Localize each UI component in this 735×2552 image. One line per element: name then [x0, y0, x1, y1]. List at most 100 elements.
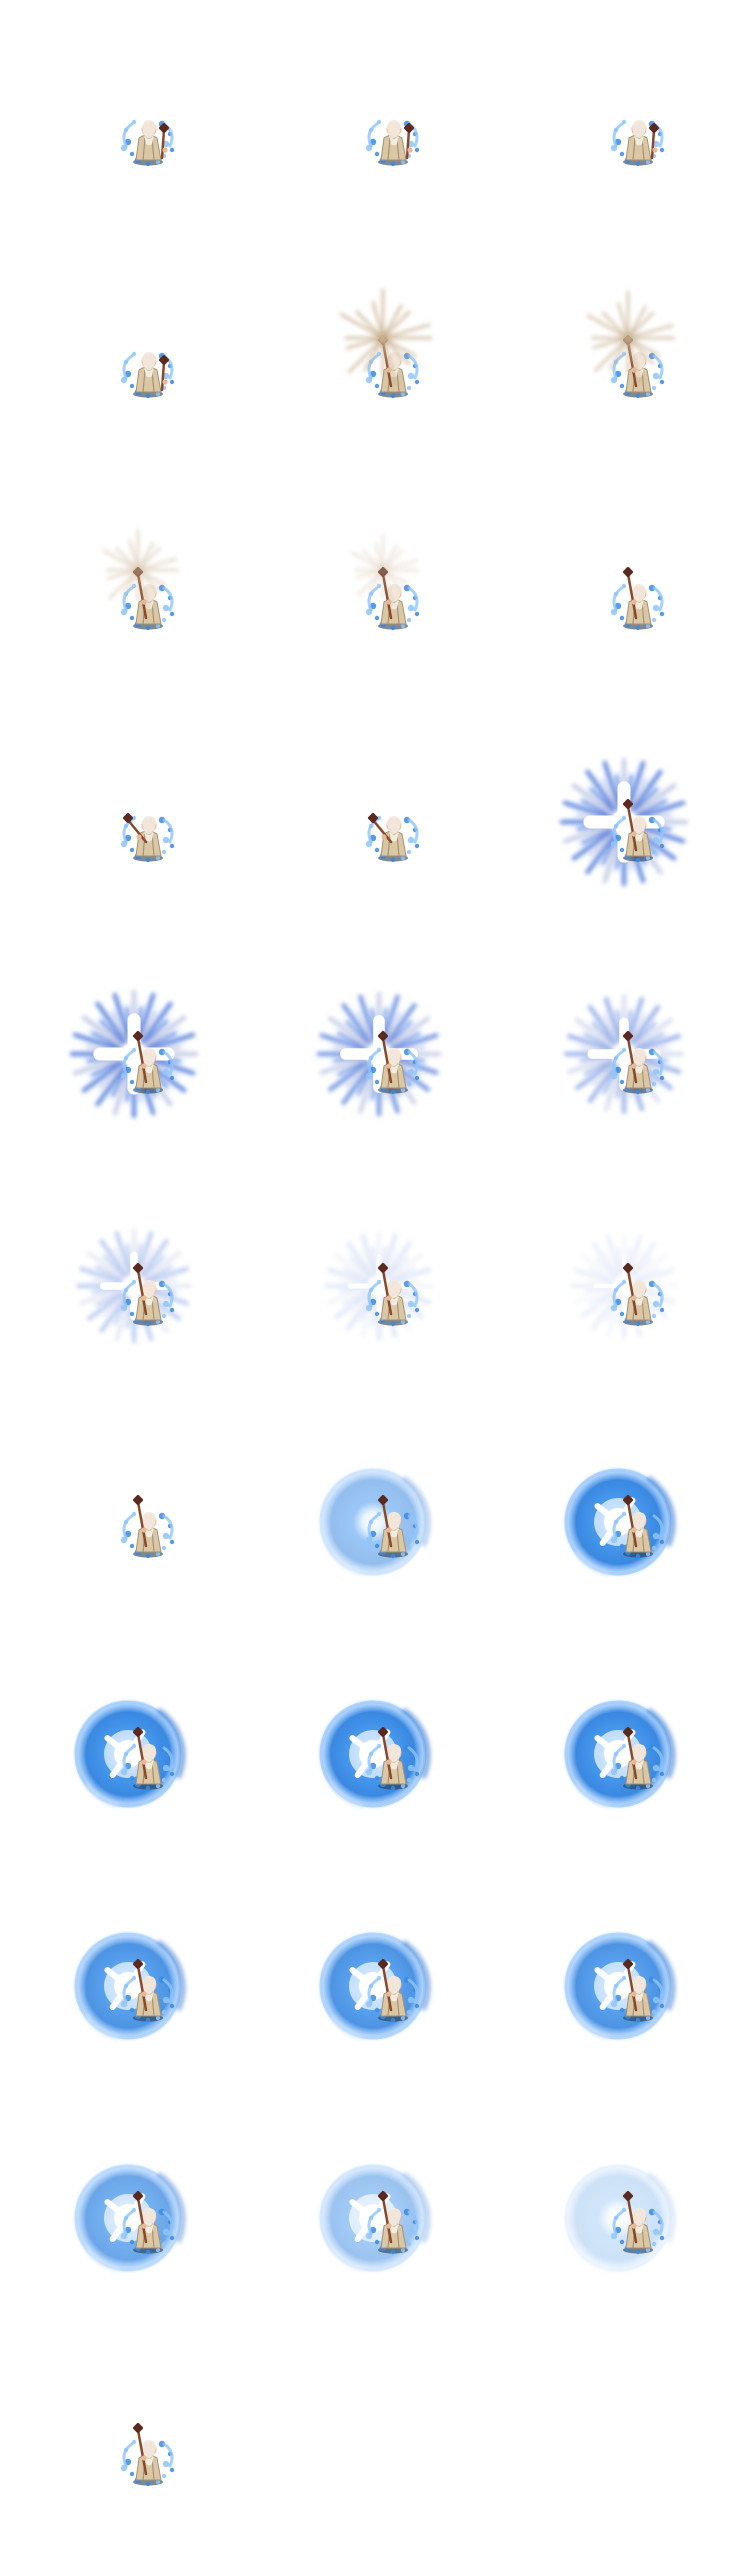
- hair: [387, 1279, 401, 1298]
- orb-swirl: [574, 2014, 609, 2040]
- aura-sparkle: [400, 159, 406, 165]
- orb-swirl: [401, 1475, 431, 1548]
- burst-spike: [591, 1294, 619, 1330]
- aura-sparkle: [619, 847, 625, 853]
- hand: [631, 1063, 637, 1069]
- orb-swirl: [329, 2246, 364, 2272]
- aura-sparkle: [403, 2208, 411, 2216]
- frame-canvas: [102, 529, 179, 631]
- aura-sparkle: [645, 855, 651, 861]
- burst-spike: [114, 1231, 132, 1276]
- robe: [625, 1990, 652, 2017]
- orb-ring: [74, 1700, 182, 1808]
- ice-burst: [76, 1228, 192, 1344]
- hand: [407, 147, 413, 153]
- burst-spike: [72, 1032, 122, 1052]
- orb-core-beam: [594, 1967, 621, 1989]
- frame-canvas: [324, 1231, 434, 1341]
- aura-sparkle: [407, 1764, 415, 1772]
- staff-head: [132, 1030, 144, 1042]
- staff: [136, 1964, 148, 2012]
- mage-character: [610, 1262, 665, 1327]
- burst-spike: [360, 1233, 378, 1276]
- aura-sparkle: [374, 615, 380, 621]
- burst-spike: [634, 783, 677, 816]
- frame-canvas: [365, 119, 420, 167]
- aura-swirl: [122, 2210, 174, 2236]
- ray: [136, 568, 161, 593]
- robe: [380, 1526, 407, 1553]
- aura-sparkle: [651, 617, 657, 623]
- burst-spike: [341, 1003, 373, 1045]
- aura-sparkle: [400, 391, 406, 397]
- sprite-frame: [0, 1624, 245, 1856]
- burst-spike: [371, 1245, 379, 1275]
- aura-swirl: [612, 2210, 664, 2236]
- sprite-frame: [0, 1392, 245, 1624]
- frame-canvas: [72, 2162, 186, 2274]
- aura-sparkle: [169, 611, 175, 617]
- sprite-frame: [490, 1160, 735, 1392]
- frame-canvas: [120, 812, 175, 863]
- burst-spike: [341, 1063, 373, 1105]
- hair: [632, 2207, 646, 2226]
- aura-sparkle: [619, 151, 625, 157]
- ray: [626, 336, 661, 357]
- staff-head: [622, 1958, 634, 1970]
- burst-spike: [633, 1267, 676, 1285]
- robe: [380, 598, 407, 625]
- ray: [121, 568, 140, 598]
- mage-character: [610, 1030, 665, 1095]
- aura-sparkle: [158, 584, 166, 592]
- staff-head: [403, 122, 415, 134]
- ray: [351, 551, 385, 572]
- ray: [371, 300, 385, 340]
- staff-head: [158, 354, 170, 366]
- burst-spike: [571, 828, 614, 861]
- hair: [632, 119, 646, 138]
- aura-sparkle: [145, 857, 151, 863]
- burst-spike: [91, 1031, 122, 1049]
- aura-sparkle: [406, 1313, 412, 1319]
- burst-spike: [337, 1059, 368, 1076]
- aura-sparkle: [390, 625, 396, 631]
- burst-spike: [387, 1252, 424, 1281]
- ray: [102, 549, 140, 572]
- orb-core-beam: [349, 1967, 376, 1989]
- ray: [128, 539, 140, 572]
- aura-sparkle: [169, 147, 175, 153]
- aura-sparkle: [161, 1545, 167, 1551]
- staff: [626, 572, 638, 620]
- ray: [586, 314, 630, 340]
- robe: [625, 2222, 652, 2249]
- staff-head: [377, 1494, 389, 1506]
- burst-spike: [359, 1249, 375, 1276]
- aura-sparkle: [162, 2228, 170, 2236]
- aura-sparkle: [403, 352, 411, 360]
- aura-swirl: [612, 586, 664, 612]
- hair: [142, 1975, 156, 1994]
- hair: [387, 119, 401, 138]
- aura-sparkle: [414, 1539, 420, 1545]
- frame-canvas: [339, 288, 433, 399]
- aura-sparkle: [645, 1783, 651, 1789]
- staff-head: [132, 1494, 144, 1506]
- aura-swirl: [367, 2210, 419, 2236]
- staff-head: [377, 2190, 389, 2202]
- burst-spike: [385, 1003, 417, 1045]
- burst-spike: [388, 1016, 430, 1048]
- ice-burst: [570, 1232, 678, 1340]
- burst-spike: [580, 1291, 616, 1319]
- burst-spike: [99, 1019, 125, 1045]
- burst-spike: [342, 1290, 369, 1306]
- burst-spike: [629, 779, 647, 810]
- aura-sparkle: [169, 1075, 175, 1081]
- aura-sparkle: [645, 2247, 651, 2253]
- staff-head: [132, 1726, 144, 1738]
- frame-canvas: [76, 1228, 192, 1344]
- sprite-frame: [490, 464, 735, 696]
- orb-ring: [319, 1932, 427, 2040]
- burst-spike: [86, 1251, 126, 1281]
- burst-spike: [602, 1013, 619, 1043]
- burst-spike: [349, 1293, 372, 1316]
